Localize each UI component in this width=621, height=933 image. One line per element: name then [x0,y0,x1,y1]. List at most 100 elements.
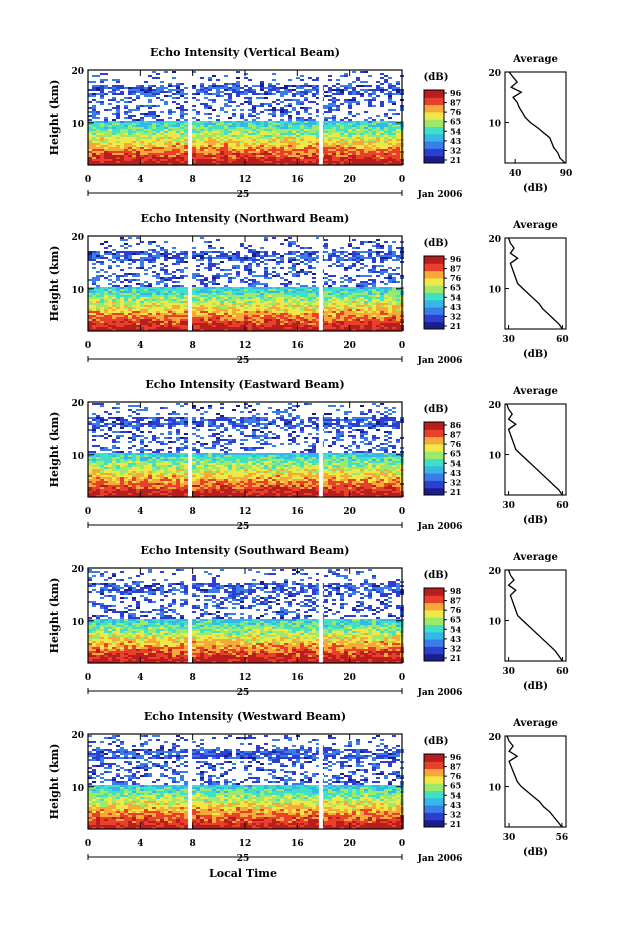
heatmap-cell [184,101,188,103]
heatmap-cell [344,291,348,293]
heatmap-cell [204,323,208,325]
heatmap-cell [296,103,300,105]
heatmap-cell [340,103,344,105]
heatmap-cell [192,153,196,155]
heatmap-cell [264,153,268,155]
heatmap-cell [220,251,224,253]
heatmap-cell [352,123,356,125]
heatmap-cell [224,89,228,91]
heatmap-cell [244,129,248,131]
heatmap-cell [284,131,288,133]
heatmap-cell [192,147,196,149]
heatmap-cell [396,305,400,307]
heatmap-cell [180,157,184,159]
heatmap-cell [164,159,168,161]
heatmap-cell [360,95,364,97]
heatmap-cell [172,257,176,259]
heatmap-cell [352,93,356,95]
heatmap-cell [152,145,156,147]
heatmap-cell [208,321,212,323]
heatmap-cell [304,149,308,151]
heatmap-cell [136,309,140,311]
heatmap-cell [348,139,352,141]
heatmap-cell [252,109,256,111]
heatmap-cell [176,299,180,301]
heatmap-cell [348,281,352,283]
heatmap-cell [292,121,296,123]
heatmap-cell [384,75,388,77]
heatmap-cell [164,289,168,291]
heatmap-cell [372,261,376,263]
heatmap-cell [212,307,216,309]
heatmap-cell [224,295,228,297]
heatmap-cell [204,153,208,155]
heatmap-cell [288,267,292,269]
heatmap-cell [192,117,196,119]
heatmap-cell [296,77,300,79]
heatmap-cell [308,123,312,125]
heatmap-cell [156,123,160,125]
heatmap-cell [104,293,108,295]
heatmap-cell [260,255,264,257]
heatmap-cell [180,315,184,317]
heatmap-cell [384,145,388,147]
heatmap-cell [260,123,264,125]
heatmap-cell [180,131,184,133]
heatmap-cell [176,301,180,303]
heatmap-cell [264,97,268,99]
heatmap-cell [392,93,396,95]
heatmap-cell [296,307,300,309]
heatmap-cell [332,311,336,313]
heatmap-cell [100,101,104,103]
heatmap-cell [140,137,144,139]
heatmap-cell [376,265,380,267]
heatmap-cell [236,301,240,303]
heatmap-cell [344,279,348,281]
heatmap-cell [196,91,200,93]
heatmap-cell [380,131,384,133]
heatmap-cell [364,123,368,125]
heatmap-cell [308,131,312,133]
heatmap-cell [176,133,180,135]
heatmap-cell [132,157,136,159]
heatmap-cell [128,137,132,139]
heatmap-cell [164,153,168,155]
heatmap-cell [120,301,124,303]
heatmap-cell [248,285,252,287]
heatmap-cell [276,261,280,263]
heatmap-cell [360,125,364,127]
heatmap-cell [340,313,344,315]
heatmap-cell [184,87,188,89]
heatmap-cell [208,123,212,125]
heatmap-cell [220,323,224,325]
heatmap-cell [268,135,272,137]
heatmap-cell [372,297,376,299]
heatmap-cell [100,243,104,245]
heatmap-cell [136,317,140,319]
heatmap-cell [388,307,392,309]
heatmap-cell [100,301,104,303]
heatmap-cell [292,157,296,159]
heatmap-cell [144,257,148,259]
heatmap-cell [312,305,316,307]
heatmap-cell [260,139,264,141]
heatmap-cell [380,327,384,329]
heatmap-cell [304,147,308,149]
heatmap-cell [176,303,180,305]
heatmap-cell [120,269,124,271]
heatmap-cell [244,299,248,301]
heatmap-cell [308,101,312,103]
heatmap-cell [100,325,104,327]
heatmap-cell [300,161,304,163]
heatmap-cell [140,323,144,325]
heatmap-cell [116,79,120,81]
heatmap-cell [220,287,224,289]
heatmap-cell [380,281,384,283]
heatmap-cell [336,105,340,107]
heatmap-cell [336,131,340,133]
heatmap-cell [292,313,296,315]
heatmap-cell [348,309,352,311]
heatmap-cell [128,161,132,163]
heatmap-cell [276,307,280,309]
heatmap-cell [328,297,332,299]
